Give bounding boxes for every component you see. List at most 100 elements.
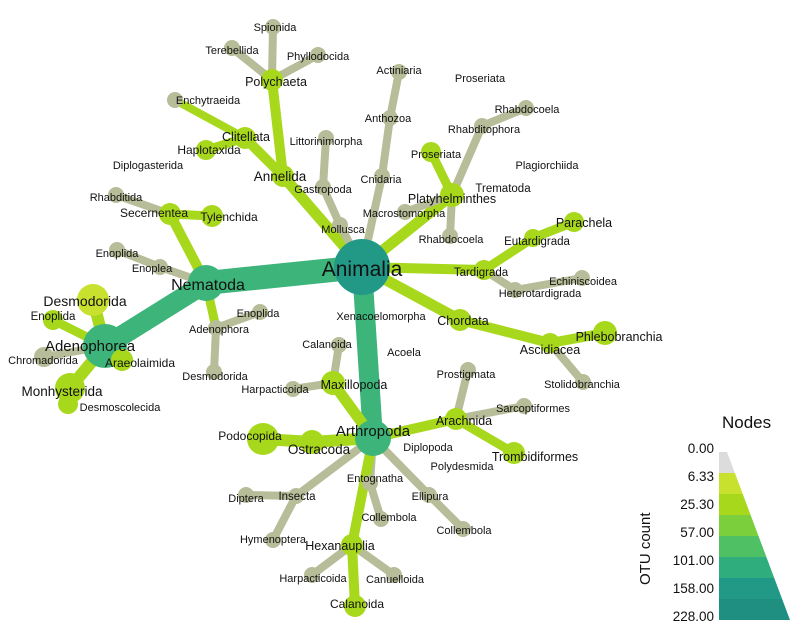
node-annelida — [272, 165, 294, 187]
node-tylenchida — [201, 205, 223, 227]
legend-band — [719, 515, 759, 536]
label-diplopoda: Diplopoda — [403, 442, 453, 454]
label-canuelloida: Canuelloida — [366, 574, 425, 586]
label-enoplida_a: Enoplida — [31, 311, 76, 323]
node-araeolaimida — [111, 349, 133, 371]
node-clitellata — [234, 127, 256, 149]
edge-arachnida-trombidiformes — [451, 414, 519, 458]
label-cnidaria: Cnidaria — [361, 174, 403, 186]
label-collembola_b: Collembola — [436, 525, 492, 537]
label-annelida: Annelida — [254, 169, 307, 184]
legend-title: Nodes — [722, 413, 771, 432]
label-clitellata: Clitellata — [222, 130, 270, 144]
label-ellipura: Ellipura — [412, 491, 450, 503]
label-eutardigrada: Eutardigrada — [504, 236, 570, 248]
node-actiniaria — [391, 64, 407, 80]
label-terebellida: Terebellida — [205, 45, 259, 57]
label-littorinimorpha: Littorinimorpha — [290, 136, 364, 148]
label-sarcoptiformes: Sarcoptiformes — [496, 403, 570, 415]
node-terebellida — [224, 40, 240, 56]
node-phyllodocida — [310, 47, 326, 63]
label-insecta: Insecta — [278, 491, 316, 503]
node-prostigmata — [460, 362, 476, 378]
node-desmodorida_a — [77, 284, 109, 316]
node-desmoscolecida — [58, 394, 78, 414]
label-harpacticoida_a: Harpacticoida — [241, 384, 309, 396]
node-ellipura — [421, 487, 437, 503]
node-enoplida_b — [109, 242, 125, 258]
node-platyhelminthes — [440, 183, 464, 207]
legend-value: 57.00 — [680, 525, 714, 540]
label-rhabditophora: Rhabditophora — [448, 124, 521, 136]
label-trombidiformes: Trombidiformes — [492, 450, 578, 464]
tree-nodes — [34, 19, 617, 617]
node-diptera — [238, 487, 254, 503]
label-mollusca: Mollusca — [321, 224, 365, 236]
label-gastropoda: Gastropoda — [294, 184, 352, 196]
node-harpacticoida_a — [285, 381, 301, 397]
legend-value: 25.30 — [680, 497, 714, 512]
node-rhabditida — [108, 187, 124, 203]
legend-value: 158.00 — [673, 581, 714, 596]
label-anthozoa: Anthozoa — [365, 113, 412, 125]
label-enchytraeida: Enchytraeida — [176, 95, 241, 107]
label-trematoda: Trematoda — [475, 183, 531, 195]
label-entognatha: Entognatha — [347, 473, 404, 485]
legend-band — [719, 452, 735, 473]
legend-value: 101.00 — [673, 553, 714, 568]
legend-value: 6.33 — [688, 469, 714, 484]
label-enoplida_b: Enoplida — [96, 248, 140, 260]
label-monhysterida: Monhysterida — [21, 384, 103, 399]
label-rhabdocoela_b: Rhabdocoela — [419, 234, 485, 246]
label-collembola_a: Collembola — [361, 512, 417, 524]
node-harpacticoida_b — [304, 567, 320, 583]
node-calanoida_b — [344, 595, 366, 617]
legend-band — [719, 536, 767, 557]
edge-clitellata-enchytraeida — [171, 96, 249, 142]
label-enoplea: Enoplea — [132, 263, 173, 275]
edge-platyhelminthes-rhabditophora — [448, 122, 486, 199]
label-diptera: Diptera — [228, 493, 264, 505]
node-adenophora — [208, 320, 224, 336]
label-arachnida: Arachnida — [436, 414, 492, 428]
edge-ellipura-collembola_b — [425, 491, 467, 533]
node-gastropoda — [315, 179, 331, 195]
node-arthropoda — [355, 420, 391, 456]
label-polydesmida: Polydesmida — [431, 461, 495, 473]
label-desmoscolecida: Desmoscolecida — [80, 402, 162, 414]
node-anthozoa — [382, 110, 398, 126]
node-rhabdocoela_a — [518, 100, 534, 116]
edge-animalia-arthropoda — [352, 257, 383, 448]
label-harpacticoida_b: Harpacticoida — [279, 573, 347, 585]
label-maxillopoda: Maxillopoda — [321, 378, 388, 392]
label-phyllodocida: Phyllodocida — [287, 51, 350, 63]
node-ostracoda — [300, 430, 324, 454]
label-arthropoda: Arthropoda — [336, 423, 411, 440]
legend-values: 0.00 6.33 25.30 57.00 101.00 158.00 228.00 — [673, 441, 714, 624]
node-stolidobranchia — [575, 374, 591, 390]
label-tylenchida: Tylenchida — [200, 210, 258, 224]
node-sarcoptiformes — [516, 398, 532, 414]
edge-arthropoda-hexanauplia — [347, 433, 378, 550]
node-heterotardigrada — [507, 282, 523, 298]
label-actiniaria: Actiniaria — [376, 65, 422, 77]
legend: Nodes OTU count 0.00 6.33 25.30 57.00 101.00… — [637, 413, 790, 624]
label-plagiorchiida: Plagiorchiida — [516, 160, 580, 172]
node-macrostomorpha — [397, 204, 413, 220]
node-hymenoptera — [265, 532, 281, 548]
label-prostigmata: Prostigmata — [437, 369, 497, 381]
label-calanoida_b: Calanoida — [330, 597, 384, 611]
node-canuelloida — [386, 567, 402, 583]
node-spionida — [265, 19, 281, 35]
label-enoplida_c: Enoplida — [237, 308, 281, 320]
edge-annelida-polychaeta — [267, 75, 288, 181]
node-eutardigrada — [524, 229, 542, 247]
node-ascidiacea — [540, 333, 560, 353]
node-echiniscoidea — [574, 270, 590, 286]
label-tardigrada: Tardigrada — [454, 267, 509, 279]
node-nematoda — [188, 265, 224, 301]
label-desmodorida_a: Desmodorida — [43, 293, 126, 309]
node-secernentea — [159, 203, 181, 225]
label-diplogasterida: Diplogasterida — [113, 160, 184, 172]
